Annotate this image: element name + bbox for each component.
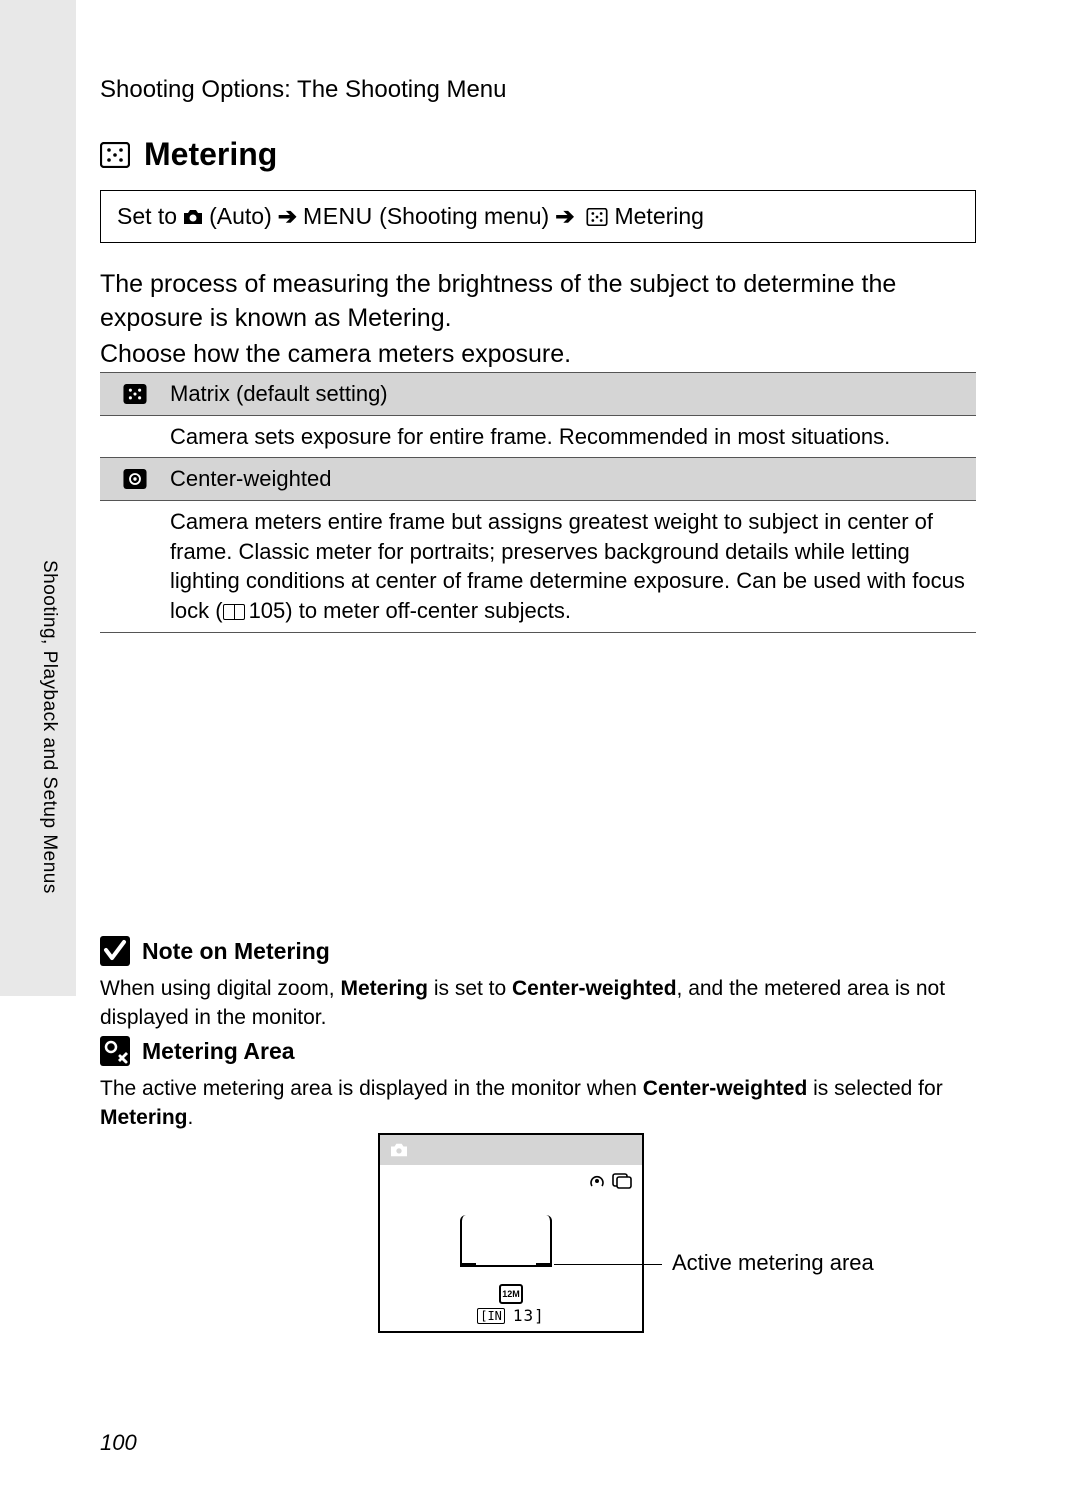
arrow-icon: ➔ [555,203,574,230]
path-step1-label: (Auto) [209,203,272,230]
table-head-label: Center-weighted [170,458,976,500]
path-step2-menu-word: MENU [303,203,373,230]
path-step3-label: Metering [614,203,703,230]
table-row: Matrix (default setting) [100,373,976,416]
metering-baseline [460,1265,552,1267]
path-prefix: Set to [117,203,177,230]
intro-paragraph-2: Choose how the camera meters exposure. [100,338,976,372]
path-step2-label: (Shooting menu) [379,203,549,230]
note-body: When using digital zoom, Metering is set… [100,974,976,1033]
table-row: Center-weighted [100,458,976,501]
callout-label: Active metering area [672,1250,874,1276]
table-row: Camera sets exposure for entire frame. R… [100,416,976,459]
metering-bracket [536,1215,552,1265]
monitor-bottom-status: 12M [IN 13] [380,1284,642,1325]
table-body-text: Camera meters entire frame but assigns g… [170,501,976,632]
navigation-path-box: Set to (Auto) ➔ MENU (Shooting menu) ➔ M… [100,190,976,243]
pencil-box-icon [100,1036,130,1066]
memory-in-icon: [IN [477,1308,505,1324]
metering-matrix-icon [100,142,130,168]
monitor-top-right-icons [588,1173,632,1189]
intro-paragraph-1: The process of measuring the brightness … [100,268,976,336]
note-title: Note on Metering [142,938,330,965]
note-block-1: Note on Metering When using digital zoom… [100,936,976,1033]
book-icon [223,604,245,620]
monitor-figure: 12M [IN 13] [378,1133,644,1333]
corner-gray-band [0,0,76,118]
monitor-mode-band [380,1135,642,1165]
shots-remaining: 13] [513,1306,545,1325]
camera-icon [181,208,205,226]
page-title-row: Metering [100,136,277,173]
page-title: Metering [144,136,277,173]
table-row: Camera meters entire frame but assigns g… [100,501,976,632]
note-block-2: Metering Area The active metering area i… [100,1036,976,1133]
metering-matrix-icon [100,378,170,410]
arrow-icon: ➔ [278,203,297,230]
table-body-text: Camera sets exposure for entire frame. R… [170,416,976,458]
camera-icon [388,1142,410,1158]
side-tab-label: Shooting, Playback and Setup Menus [38,560,60,894]
metering-options-table: Matrix (default setting) Camera sets exp… [100,372,976,633]
vr-icon [588,1173,606,1189]
table-head-label: Matrix (default setting) [170,373,976,415]
metering-matrix-icon [586,208,608,226]
callout-leader-line [554,1264,662,1265]
note-title: Metering Area [142,1038,295,1065]
page-number: 100 [100,1430,137,1456]
check-box-icon [100,936,130,966]
metering-center-icon [100,463,170,495]
note-body: The active metering area is displayed in… [100,1074,976,1133]
metering-bracket [460,1215,476,1265]
single-shot-icon [612,1173,632,1189]
breadcrumb: Shooting Options: The Shooting Menu [100,76,507,104]
monitor-frame: 12M [IN 13] [378,1133,644,1333]
image-size-icon: 12M [499,1284,523,1304]
